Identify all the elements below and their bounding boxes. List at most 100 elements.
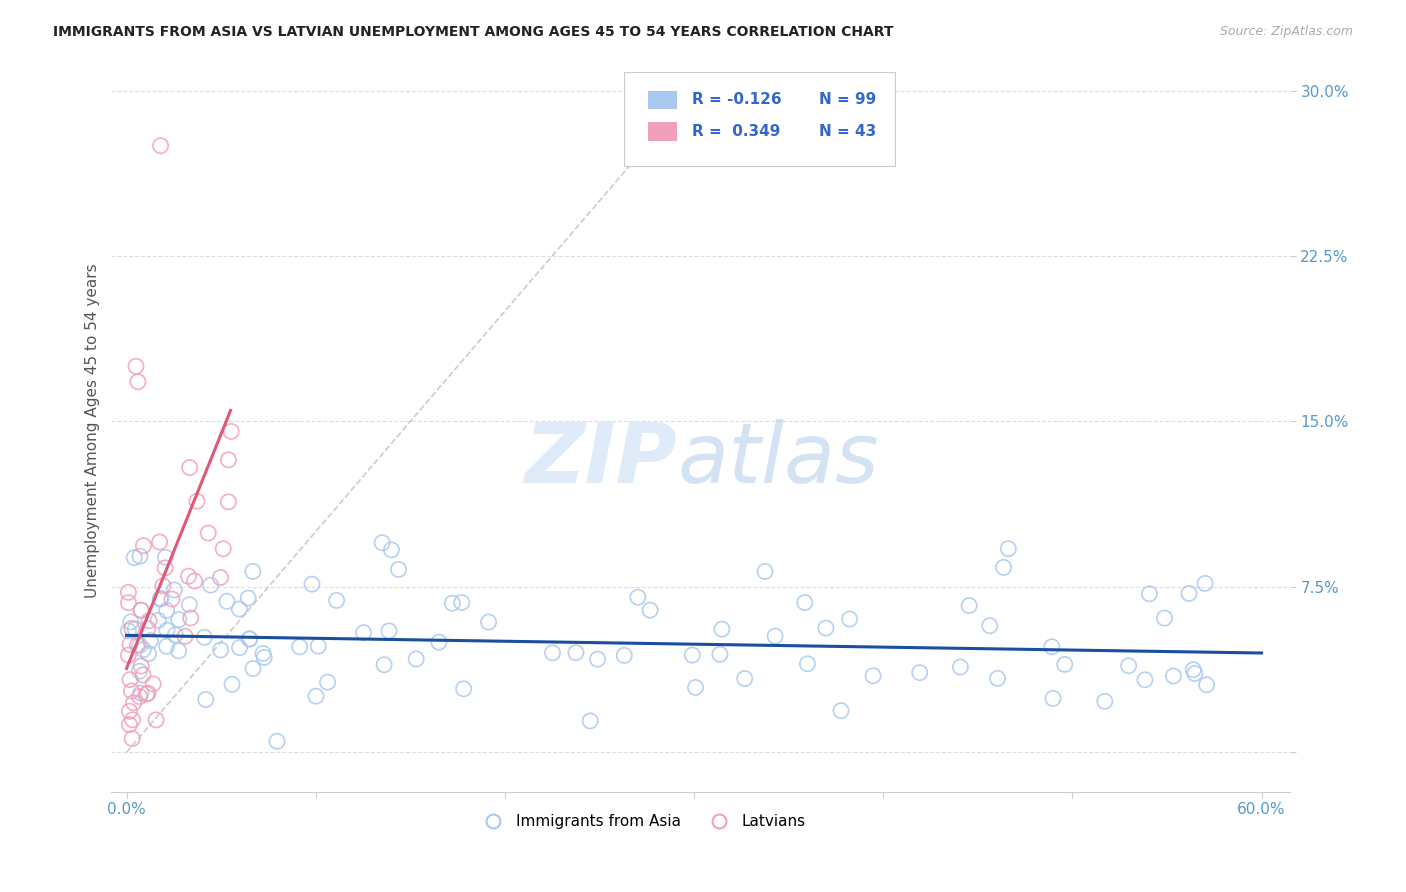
Point xyxy=(149,591,172,606)
Point xyxy=(862,669,884,683)
Point xyxy=(177,569,200,583)
Point xyxy=(307,639,329,653)
Point xyxy=(139,633,162,648)
Point xyxy=(180,611,202,625)
Point xyxy=(122,696,145,710)
Point xyxy=(129,603,152,617)
Point xyxy=(908,665,931,680)
Point xyxy=(957,599,980,613)
Y-axis label: Unemployment Among Ages 45 to 54 years: Unemployment Among Ages 45 to 54 years xyxy=(86,263,100,598)
Point xyxy=(380,542,402,557)
Text: R =  0.349: R = 0.349 xyxy=(692,124,780,139)
Point xyxy=(754,565,776,579)
Point xyxy=(252,647,274,661)
Point xyxy=(1118,658,1140,673)
FancyBboxPatch shape xyxy=(648,91,678,109)
Point xyxy=(128,665,150,679)
Point xyxy=(219,425,242,439)
Point xyxy=(316,675,339,690)
FancyBboxPatch shape xyxy=(648,122,678,141)
Point xyxy=(997,541,1019,556)
Point xyxy=(949,660,972,674)
Point xyxy=(979,618,1001,632)
Point xyxy=(579,714,602,728)
Point xyxy=(987,671,1010,685)
Point xyxy=(1053,657,1076,672)
Point xyxy=(685,681,707,695)
Point xyxy=(165,628,187,642)
Point xyxy=(238,632,260,646)
Point xyxy=(179,460,201,475)
Point xyxy=(128,638,150,652)
Point xyxy=(186,494,208,508)
Point xyxy=(125,359,148,374)
Point xyxy=(215,594,238,608)
Point xyxy=(138,647,160,661)
Point xyxy=(117,596,139,610)
Point xyxy=(793,596,815,610)
Point xyxy=(221,677,243,691)
Point xyxy=(373,657,395,672)
Point xyxy=(586,652,609,666)
Point xyxy=(121,713,143,727)
Point xyxy=(638,603,661,617)
Point xyxy=(174,629,197,643)
Point xyxy=(212,541,235,556)
Point xyxy=(127,375,149,389)
Point xyxy=(993,560,1015,574)
Point xyxy=(838,612,860,626)
Point xyxy=(145,713,167,727)
Point xyxy=(453,681,475,696)
Point xyxy=(565,646,588,660)
Point xyxy=(117,585,139,599)
Point xyxy=(1194,576,1216,591)
Point xyxy=(155,550,177,565)
Point xyxy=(228,602,250,616)
Point xyxy=(305,689,328,703)
Point xyxy=(681,648,703,662)
Point xyxy=(132,642,155,657)
Point xyxy=(179,598,201,612)
Point xyxy=(124,622,146,636)
Point xyxy=(121,621,143,635)
Point xyxy=(387,562,409,576)
Point xyxy=(163,582,186,597)
Point xyxy=(149,591,172,606)
Point xyxy=(120,615,142,629)
Point xyxy=(378,624,401,638)
Point xyxy=(193,630,215,644)
Point xyxy=(121,684,143,698)
Point xyxy=(183,574,205,588)
Point xyxy=(142,677,165,691)
Point xyxy=(1178,586,1201,600)
Point xyxy=(427,635,450,649)
Point xyxy=(1133,673,1156,687)
Point xyxy=(129,549,152,563)
Point xyxy=(127,638,149,652)
Point xyxy=(253,650,276,665)
Point xyxy=(1040,640,1063,654)
Point xyxy=(148,535,170,549)
Point xyxy=(301,577,323,591)
Point xyxy=(814,621,837,635)
Point xyxy=(122,550,145,565)
Point xyxy=(796,657,818,671)
Text: atlas: atlas xyxy=(678,418,879,500)
Point xyxy=(128,690,150,704)
Point xyxy=(136,622,159,636)
Point xyxy=(160,592,183,607)
Point xyxy=(131,603,153,617)
Point xyxy=(121,731,143,746)
Point xyxy=(1195,678,1218,692)
Point xyxy=(1139,587,1161,601)
Point xyxy=(118,673,141,687)
Point xyxy=(239,632,262,646)
Text: N = 43: N = 43 xyxy=(818,124,876,139)
Point xyxy=(1153,611,1175,625)
Point xyxy=(209,643,232,657)
Legend: Immigrants from Asia, Latvians: Immigrants from Asia, Latvians xyxy=(471,808,813,835)
Point xyxy=(155,603,177,617)
Point xyxy=(167,644,190,658)
Point xyxy=(132,668,155,682)
Point xyxy=(405,652,427,666)
